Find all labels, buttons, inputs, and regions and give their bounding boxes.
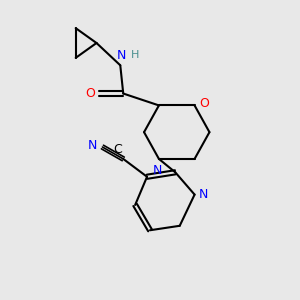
Text: C: C (113, 143, 122, 156)
Text: H: H (131, 50, 139, 60)
Text: O: O (199, 98, 209, 110)
Text: N: N (117, 49, 127, 62)
Text: N: N (88, 139, 97, 152)
Text: O: O (85, 87, 95, 100)
Text: N: N (153, 164, 162, 177)
Text: N: N (199, 188, 208, 201)
